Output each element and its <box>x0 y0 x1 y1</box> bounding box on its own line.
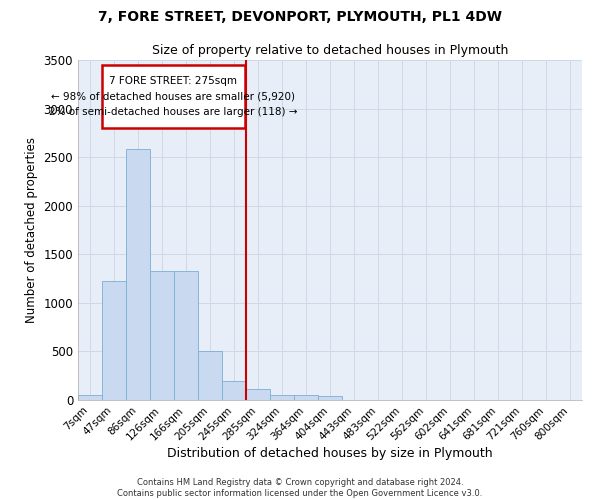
Bar <box>126 150 150 400</box>
Bar <box>174 271 198 400</box>
Text: Contains HM Land Registry data © Crown copyright and database right 2024.
Contai: Contains HM Land Registry data © Crown c… <box>118 478 482 498</box>
X-axis label: Distribution of detached houses by size in Plymouth: Distribution of detached houses by size … <box>167 448 493 460</box>
Bar <box>294 394 318 400</box>
Title: Size of property relative to detached houses in Plymouth: Size of property relative to detached ho… <box>152 44 508 58</box>
Bar <box>222 381 246 400</box>
Bar <box>198 352 222 400</box>
Bar <box>150 271 174 400</box>
Bar <box>102 282 126 400</box>
Bar <box>270 394 294 400</box>
Y-axis label: Number of detached properties: Number of detached properties <box>25 137 38 323</box>
Bar <box>246 390 270 400</box>
Bar <box>318 396 342 400</box>
Bar <box>78 395 102 400</box>
FancyBboxPatch shape <box>102 65 245 128</box>
Text: 7, FORE STREET, DEVONPORT, PLYMOUTH, PL1 4DW: 7, FORE STREET, DEVONPORT, PLYMOUTH, PL1… <box>98 10 502 24</box>
Text: 7 FORE STREET: 275sqm
← 98% of detached houses are smaller (5,920)
2% of semi-de: 7 FORE STREET: 275sqm ← 98% of detached … <box>49 76 298 117</box>
